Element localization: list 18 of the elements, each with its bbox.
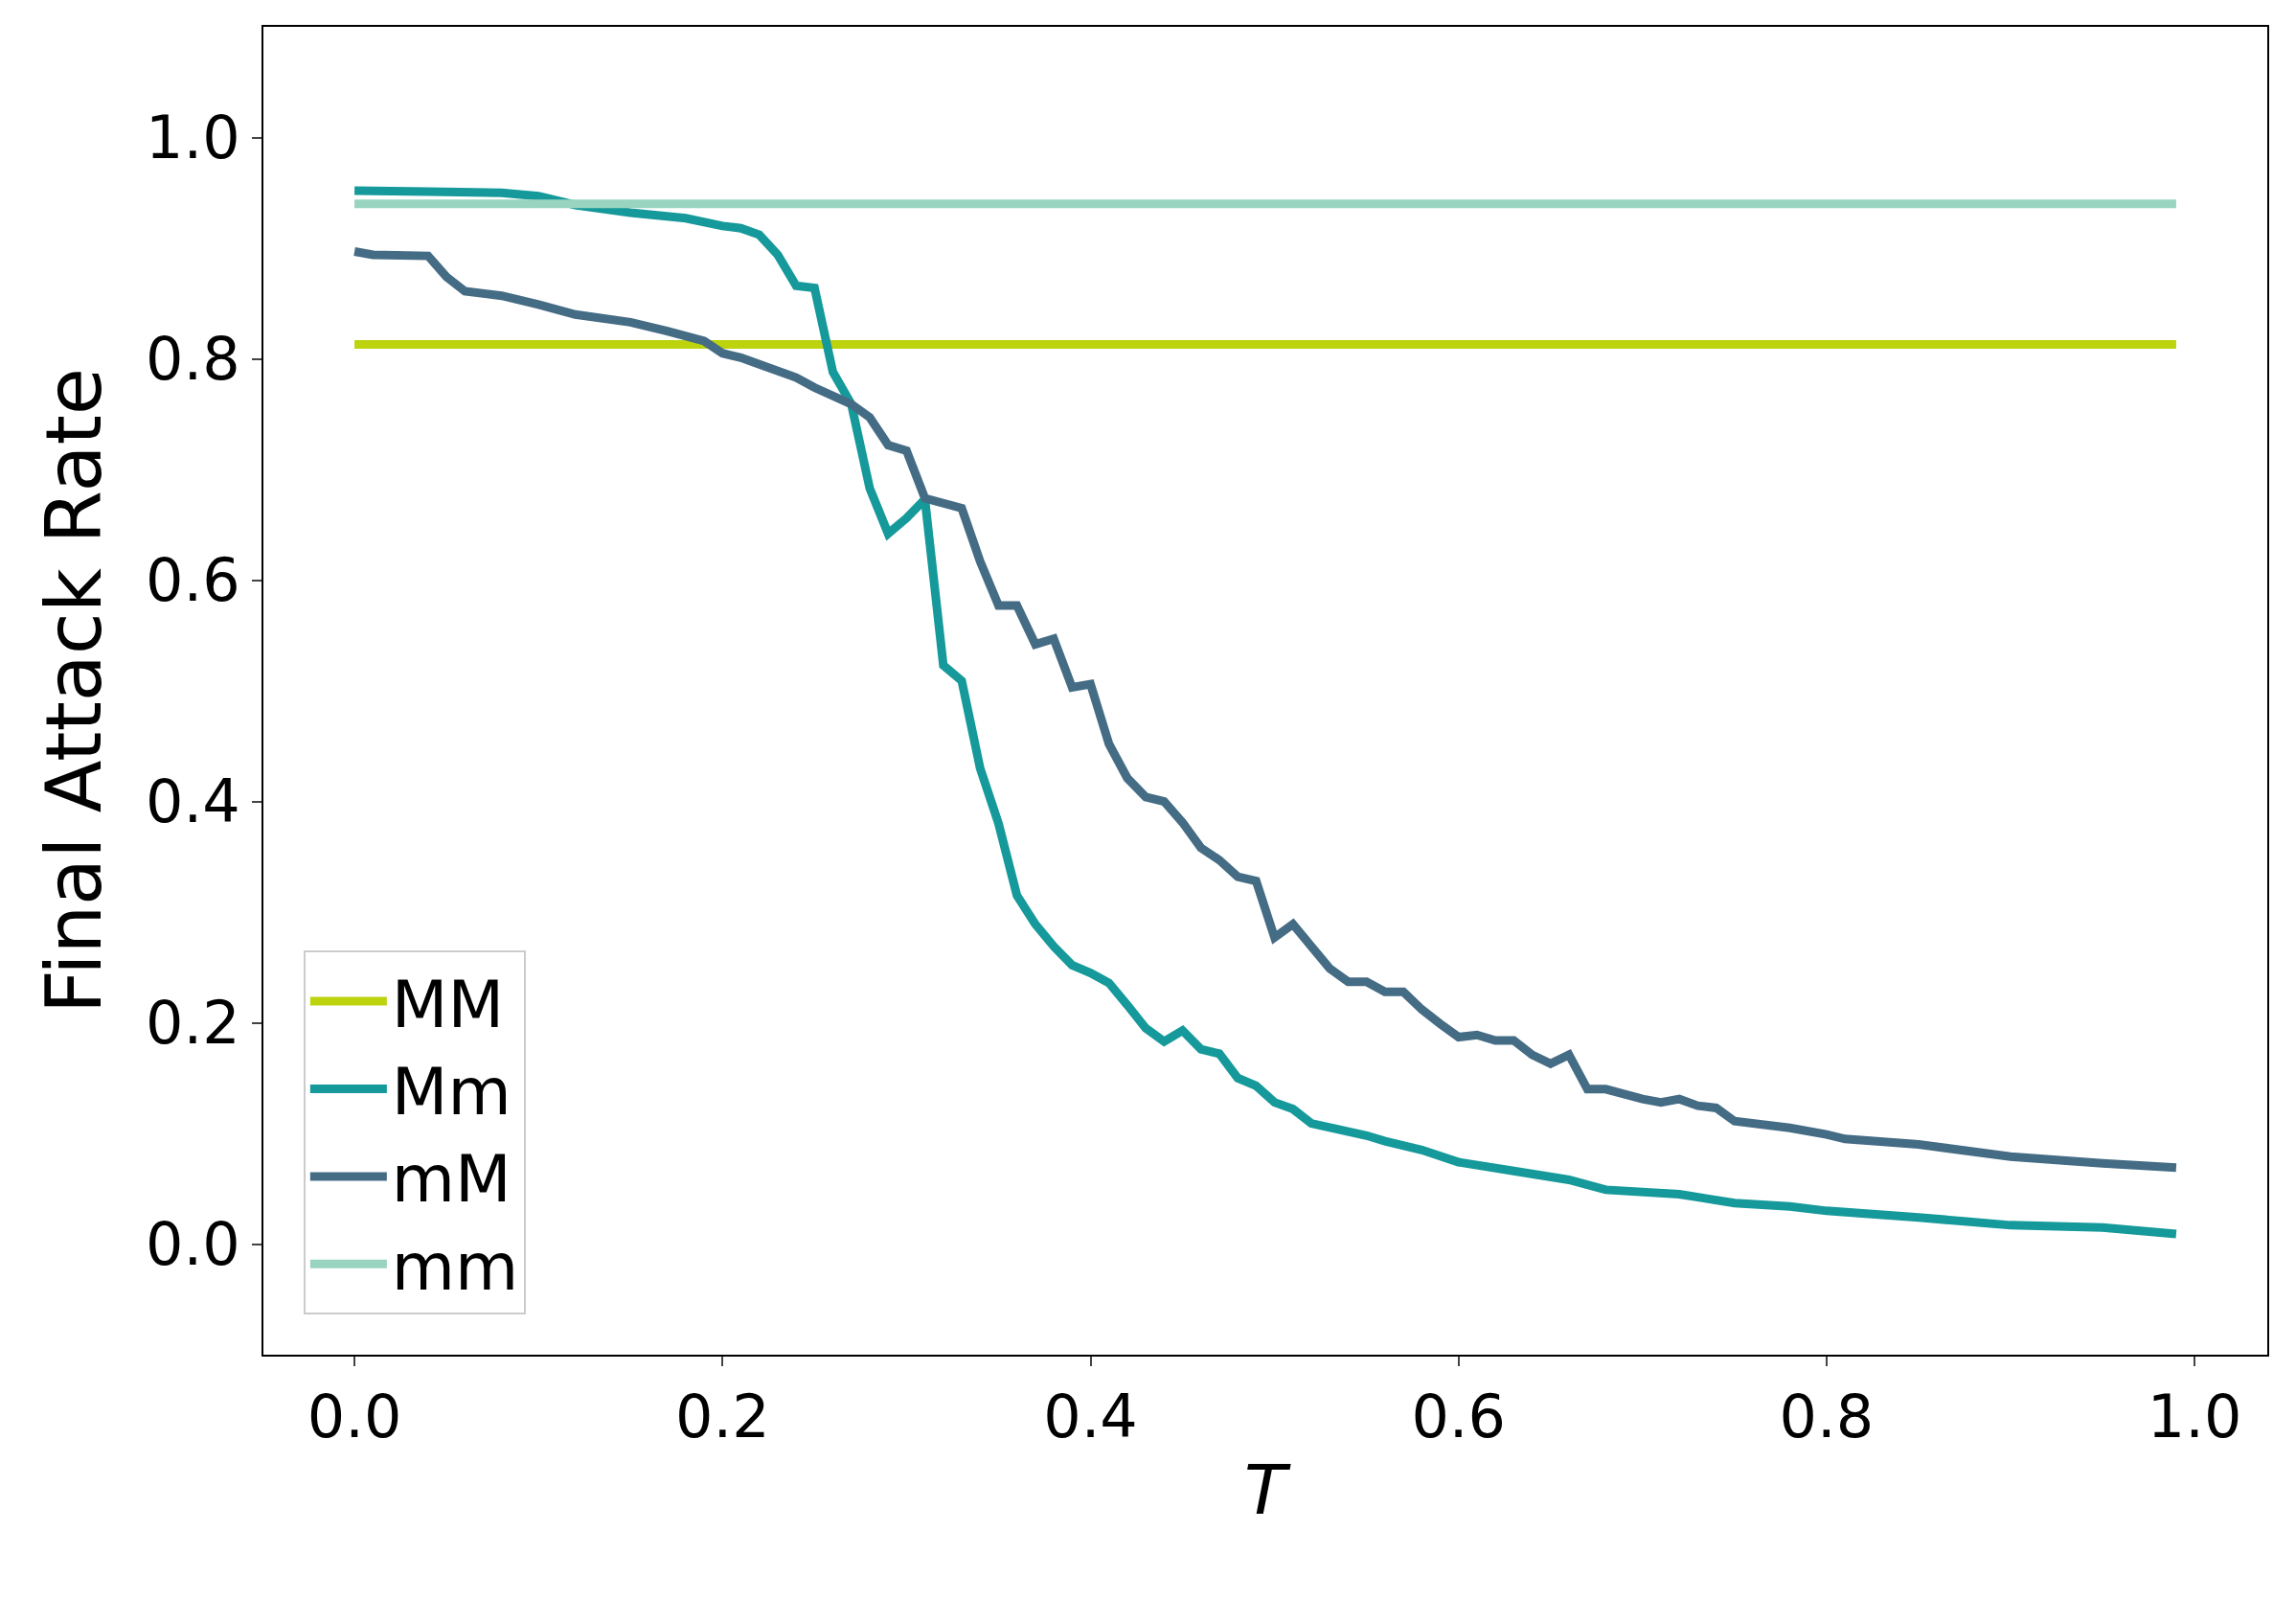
legend-label: mm <box>391 1228 519 1305</box>
legend-label: Mm <box>391 1054 511 1131</box>
y-tick-label: 0.2 <box>145 988 240 1059</box>
x-tick-label: 1.0 <box>2147 1382 2242 1452</box>
y-tick-label: 0.0 <box>145 1209 240 1280</box>
y-tick-label: 1.0 <box>145 103 240 173</box>
x-tick-label: 0.0 <box>307 1382 402 1452</box>
x-tick-label: 0.2 <box>675 1382 770 1452</box>
legend-label: mM <box>391 1141 511 1218</box>
legend-label: MM <box>391 966 505 1042</box>
y-axis-title: Final Attack Rate <box>29 367 119 1015</box>
x-tick-label: 0.4 <box>1043 1382 1138 1452</box>
y-tick-label: 0.4 <box>145 766 240 837</box>
y-tick-label: 0.8 <box>145 324 240 395</box>
x-tick-label: 0.8 <box>1779 1382 1875 1452</box>
y-tick-label: 0.6 <box>145 545 240 616</box>
x-tick-label: 0.6 <box>1411 1382 1507 1452</box>
x-axis-title: T <box>1244 1449 1292 1530</box>
